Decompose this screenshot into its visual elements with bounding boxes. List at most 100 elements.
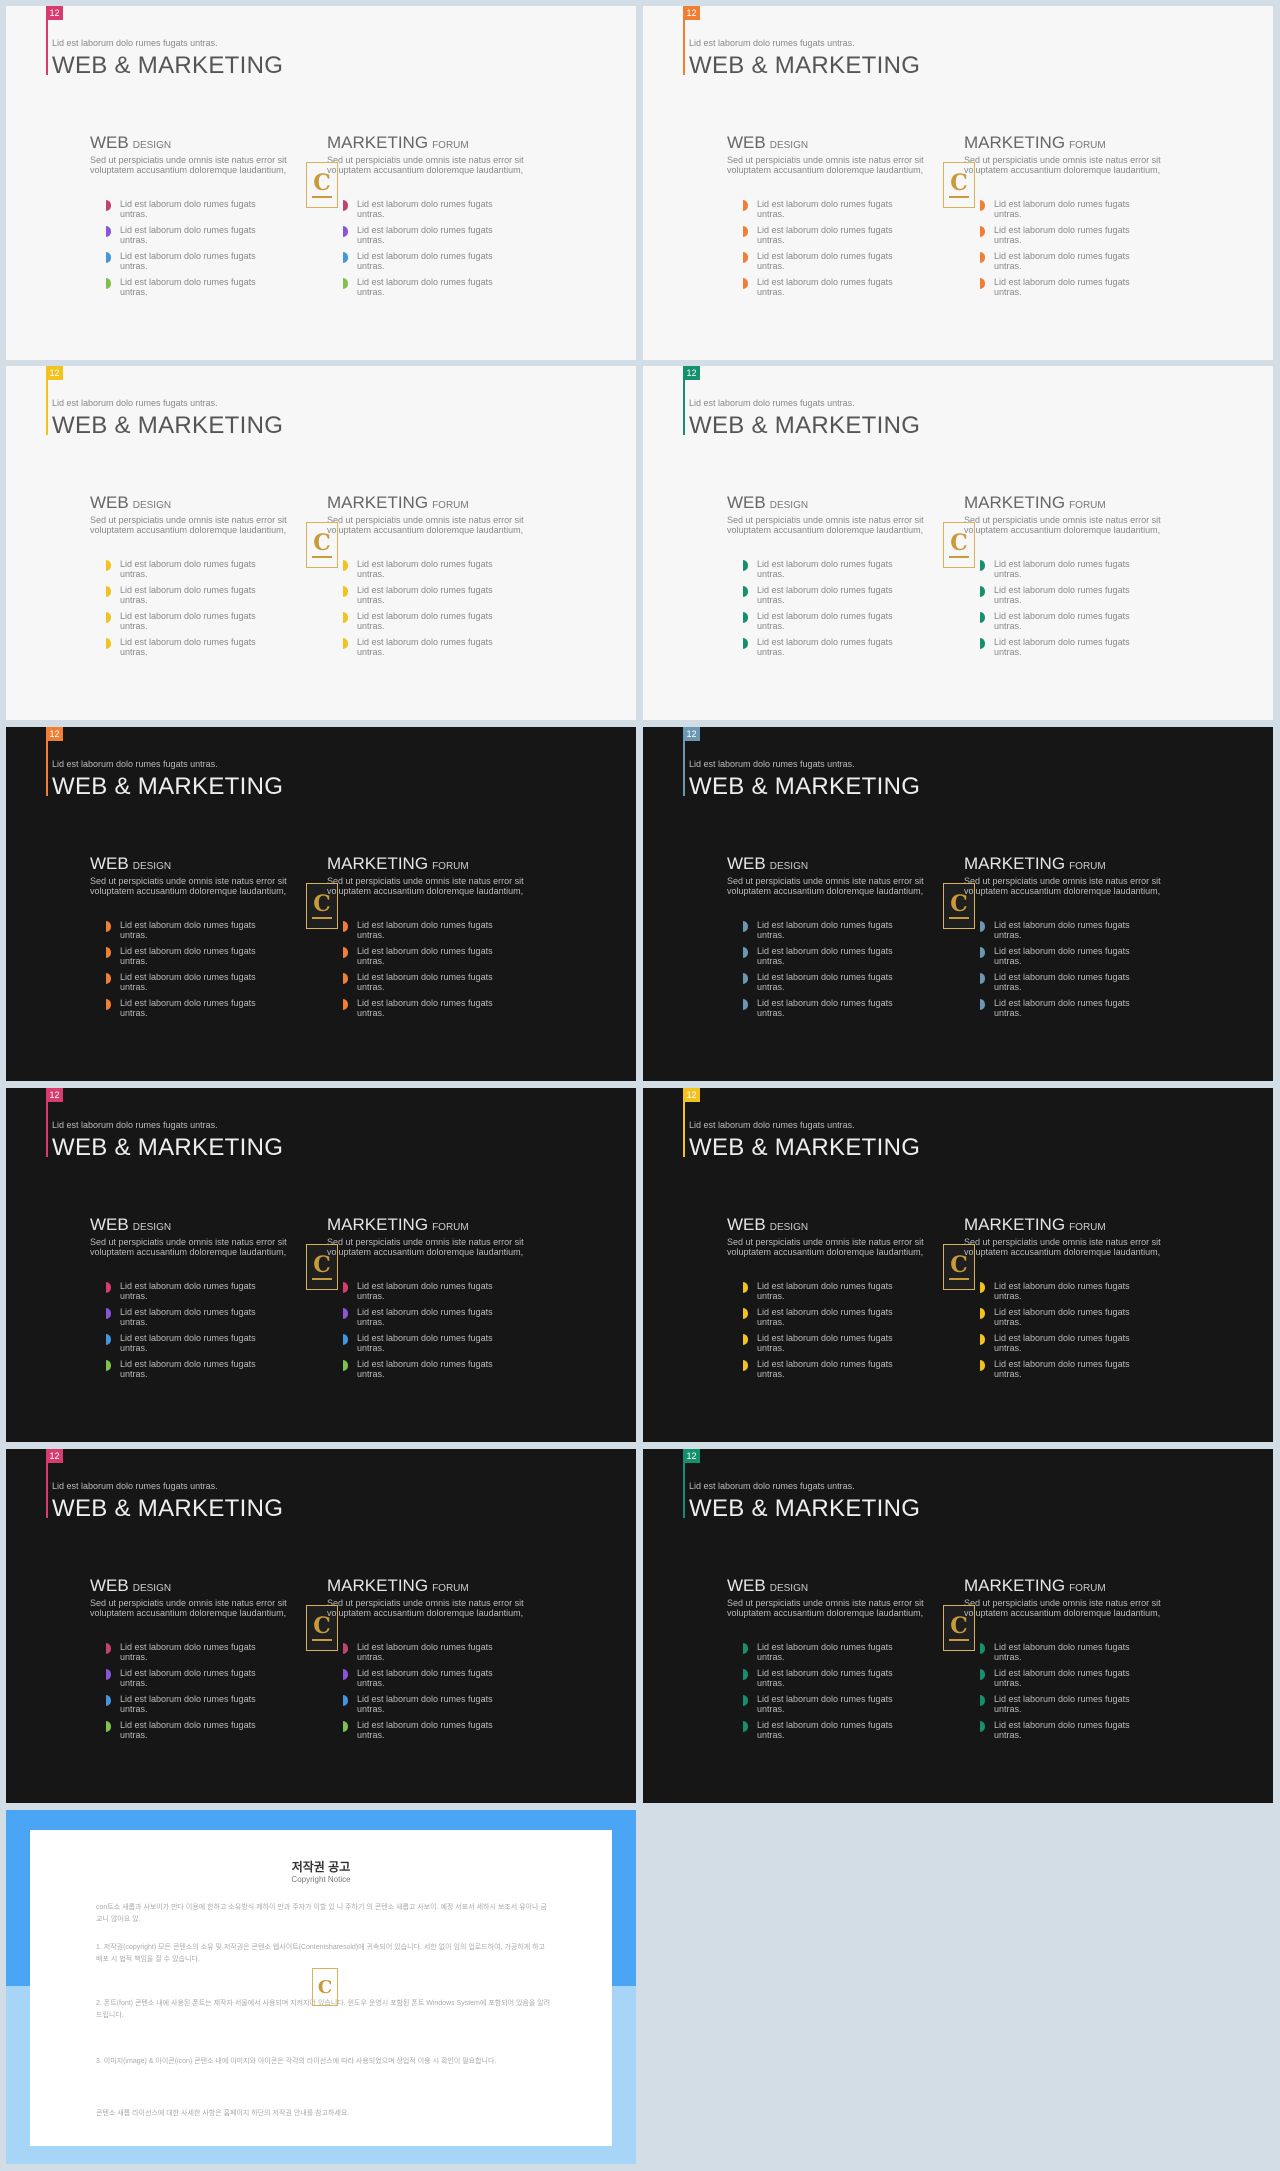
bullet-item: Lid est laborum dolo rumes fugats untras… [980, 998, 1144, 1024]
slide-title: WEB & MARKETING [689, 1134, 921, 1161]
bullet-item: Lid est laborum dolo rumes fugats untras… [743, 199, 907, 225]
slide-title: WEB & MARKETING [52, 412, 284, 439]
bullet-item: Lid est laborum dolo rumes fugats untras… [343, 1720, 507, 1746]
bullet-marker-icon [743, 200, 748, 211]
column-heading: WEB DESIGN [727, 493, 967, 513]
bullet-item: Lid est laborum dolo rumes fugats untras… [980, 277, 1144, 303]
column-heading-sub: DESIGN [769, 861, 809, 872]
title-accent-line [46, 1463, 48, 1518]
column-heading-sub: DESIGN [769, 1222, 809, 1233]
bullet-item: Lid est laborum dolo rumes fugats untras… [980, 1333, 1144, 1359]
bullet-item: Lid est laborum dolo rumes fugats untras… [106, 251, 270, 277]
marketing-forum-column: MARKETING FORUM Sed ut perspiciatis unde … [964, 1215, 1204, 1385]
web-design-column: WEB DESIGN Sed ut perspiciatis unde omnis… [90, 1215, 330, 1385]
brand-logo: C [306, 1605, 338, 1651]
bullet-marker-icon [343, 1308, 348, 1319]
logo-bar [949, 196, 969, 198]
bullet-marker-icon [980, 226, 985, 237]
bullet-item: Lid est laborum dolo rumes fugats untras… [106, 998, 270, 1024]
bullet-item: Lid est laborum dolo rumes fugats untras… [980, 251, 1144, 277]
bullet-marker-icon [980, 560, 985, 571]
slide-number: 12 [686, 729, 697, 739]
bullet-text: Lid est laborum dolo rumes fugats untras… [357, 199, 493, 219]
bullet-marker-icon [980, 973, 985, 984]
column-heading: WEB DESIGN [727, 1215, 967, 1235]
logo-bar [949, 1278, 969, 1280]
slide-number-badge: 12 [683, 366, 700, 380]
logo-letter: C [313, 891, 331, 917]
bullet-item: Lid est laborum dolo rumes fugats untras… [743, 1694, 907, 1720]
brand-logo: C [943, 1605, 975, 1651]
bullet-marker-icon [106, 252, 111, 263]
bullet-text: Lid est laborum dolo rumes fugats untras… [994, 972, 1130, 992]
bullet-text: Lid est laborum dolo rumes fugats untras… [120, 637, 256, 657]
bullet-text: Lid est laborum dolo rumes fugats untras… [357, 1307, 493, 1327]
bullet-item: Lid est laborum dolo rumes fugats untras… [343, 1307, 507, 1333]
brand-logo: C [306, 522, 338, 568]
bullet-marker-icon [106, 1669, 111, 1680]
title-accent-line [46, 20, 48, 75]
logo-letter: C [950, 891, 968, 917]
bullet-text: Lid est laborum dolo rumes fugats untras… [357, 225, 493, 245]
slide-number: 12 [49, 8, 60, 18]
slide-number-badge: 12 [683, 1449, 700, 1463]
bullet-text: Lid est laborum dolo rumes fugats untras… [357, 585, 493, 605]
column-heading-sub: DESIGN [132, 1583, 172, 1594]
bullet-text: Lid est laborum dolo rumes fugats untras… [757, 559, 893, 579]
bullet-text: Lid est laborum dolo rumes fugats untras… [994, 585, 1130, 605]
web-design-column: WEB DESIGN Sed ut perspiciatis unde omnis… [90, 854, 330, 1024]
column-heading-main: WEB [727, 1576, 766, 1595]
bullet-item: Lid est laborum dolo rumes fugats untras… [106, 1281, 270, 1307]
bullet-marker-icon [743, 999, 748, 1010]
bullet-text: Lid est laborum dolo rumes fugats untras… [120, 1359, 256, 1379]
bullet-item: Lid est laborum dolo rumes fugats untras… [343, 251, 507, 277]
bullet-marker-icon [343, 612, 348, 623]
column-description: Sed ut perspiciatis unde omnis iste natu… [727, 876, 924, 896]
bullet-item: Lid est laborum dolo rumes fugats untras… [980, 637, 1144, 663]
bullet-list: Lid est laborum dolo rumes fugats untras… [343, 1642, 567, 1746]
bullet-list: Lid est laborum dolo rumes fugats untras… [743, 1642, 967, 1746]
column-heading: MARKETING FORUM [964, 854, 1204, 874]
column-heading-main: WEB [90, 493, 129, 512]
column-heading-main: WEB [727, 493, 766, 512]
marketing-forum-column: MARKETING FORUM Sed ut perspiciatis unde … [327, 493, 567, 663]
logo-letter: C [313, 1613, 331, 1639]
bullet-item: Lid est laborum dolo rumes fugats untras… [980, 972, 1144, 998]
bullet-marker-icon [106, 560, 111, 571]
bullet-item: Lid est laborum dolo rumes fugats untras… [343, 637, 507, 663]
column-heading: MARKETING FORUM [327, 1215, 567, 1235]
logo-letter: C [950, 530, 968, 556]
bullet-marker-icon [106, 999, 111, 1010]
bullet-marker-icon [106, 278, 111, 289]
web-design-column: WEB DESIGN Sed ut perspiciatis unde omnis… [90, 133, 330, 303]
column-heading-sub: FORUM [1069, 1583, 1106, 1594]
bullet-item: Lid est laborum dolo rumes fugats untras… [106, 585, 270, 611]
bullet-list: Lid est laborum dolo rumes fugats untras… [343, 1281, 567, 1385]
bullet-text: Lid est laborum dolo rumes fugats untras… [357, 637, 493, 657]
column-description: Sed ut perspiciatis unde omnis iste natu… [727, 515, 924, 535]
bullet-text: Lid est laborum dolo rumes fugats untras… [757, 1333, 893, 1353]
column-heading-sub: DESIGN [769, 1583, 809, 1594]
column-heading-sub: DESIGN [132, 861, 172, 872]
bullet-text: Lid est laborum dolo rumes fugats untras… [120, 998, 256, 1018]
bullet-item: Lid est laborum dolo rumes fugats untras… [343, 225, 507, 251]
slide-number: 12 [49, 1090, 60, 1100]
bullet-item: Lid est laborum dolo rumes fugats untras… [106, 920, 270, 946]
marketing-forum-column: MARKETING FORUM Sed ut perspiciatis unde … [964, 133, 1204, 303]
bullet-marker-icon [106, 973, 111, 984]
bullet-item: Lid est laborum dolo rumes fugats untras… [106, 1359, 270, 1385]
bullet-marker-icon [106, 200, 111, 211]
bullet-text: Lid est laborum dolo rumes fugats untras… [120, 225, 256, 245]
bullet-marker-icon [743, 921, 748, 932]
title-accent-line [46, 380, 48, 435]
column-description: Sed ut perspiciatis unde omnis iste natu… [327, 515, 524, 535]
bullet-item: Lid est laborum dolo rumes fugats untras… [743, 920, 907, 946]
column-heading-sub: FORUM [1069, 1222, 1106, 1233]
logo-letter: C [313, 170, 331, 196]
bullet-list: Lid est laborum dolo rumes fugats untras… [743, 920, 967, 1024]
bullet-item: Lid est laborum dolo rumes fugats untras… [343, 998, 507, 1024]
bullet-text: Lid est laborum dolo rumes fugats untras… [757, 585, 893, 605]
slide-number-badge: 12 [46, 6, 63, 20]
slide-number: 12 [686, 368, 697, 378]
bullet-item: Lid est laborum dolo rumes fugats untras… [106, 1307, 270, 1333]
